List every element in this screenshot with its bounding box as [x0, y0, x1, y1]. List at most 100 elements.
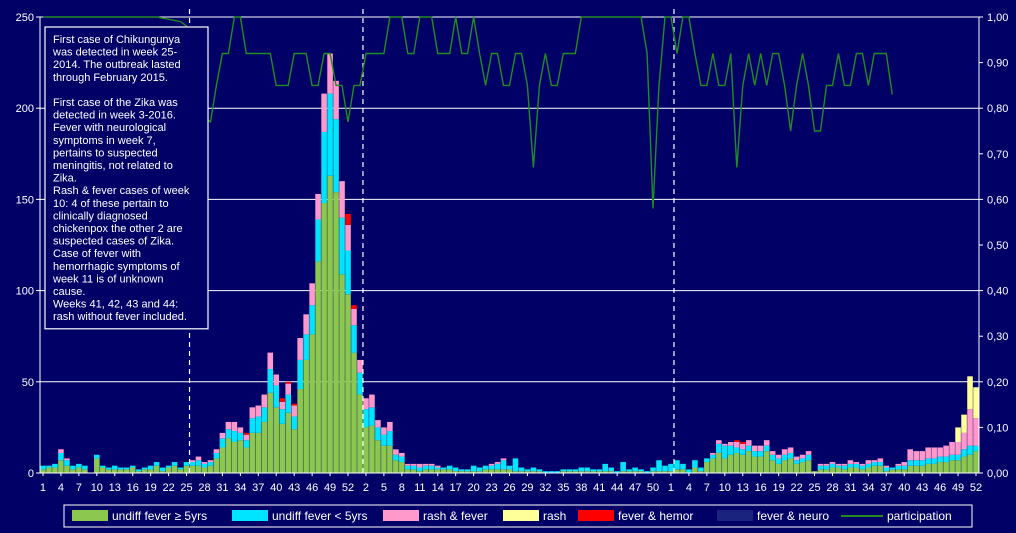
bar-segment-undiff_fever_ge5 — [46, 467, 52, 473]
bar-segment-undiff_fever_lt5 — [399, 456, 405, 463]
x-tick-label: 34 — [862, 482, 874, 494]
bar-segment-undiff_fever_lt5 — [919, 460, 925, 466]
bar-segment-rash_fever — [207, 460, 214, 463]
bar-segment-rash_fever — [853, 462, 860, 464]
x-tick-label: 49 — [952, 482, 964, 494]
bar-segment-rash_fever — [327, 53, 333, 94]
bar-segment-rash — [967, 376, 973, 410]
x-tick-label: 7 — [76, 482, 82, 494]
bar-segment-rash_fever — [799, 454, 806, 459]
bar-segment-undiff_fever_ge5 — [602, 471, 608, 473]
x-tick-label: 31 — [216, 482, 228, 494]
bar-segment-undiff_fever_lt5 — [207, 462, 214, 466]
bar-segment-undiff_fever_ge5 — [147, 469, 154, 473]
legend-swatch-rash_fever — [383, 510, 419, 521]
bar-segment-undiff_fever_lt5 — [751, 451, 758, 457]
bar-segment-undiff_fever_lt5 — [52, 463, 58, 468]
bar-segment-rash_fever — [363, 398, 369, 410]
bar-segment-undiff_fever_ge5 — [100, 467, 106, 473]
bar-segment-undiff_fever_ge5 — [907, 465, 914, 473]
bar-segment-undiff_fever_ge5 — [416, 471, 423, 473]
bar-segment-rash_fever — [225, 421, 232, 430]
bar-segment-undiff_fever_lt5 — [159, 467, 166, 472]
bar-segment-undiff_fever_lt5 — [363, 409, 369, 428]
bar-segment-undiff_fever_lt5 — [357, 372, 363, 395]
bar-segment-undiff_fever_ge5 — [728, 454, 734, 473]
bar-segment-rash_fever — [871, 460, 878, 463]
x-tick-label: 17 — [450, 482, 462, 494]
bar-segment-undiff_fever_ge5 — [321, 203, 327, 473]
bar-segment-fever_hemor — [351, 305, 357, 309]
bar-segment-rash_fever — [393, 449, 399, 455]
bar-segment-undiff_fever_lt5 — [339, 217, 345, 275]
bar-segment-rash_fever — [901, 462, 908, 466]
x-tick-label: 34 — [234, 482, 246, 494]
annotation-line: rash without fever included. — [53, 311, 187, 323]
bar-segment-undiff_fever_ge5 — [757, 456, 764, 473]
bar-segment-undiff_fever_ge5 — [369, 425, 375, 473]
bar-segment-undiff_fever_ge5 — [751, 456, 758, 473]
bar-segment-undiff_fever_lt5 — [949, 454, 955, 461]
bar-segment-rash_fever — [739, 443, 746, 450]
x-tick-label: 1 — [40, 482, 46, 494]
bar-segment-undiff_fever_lt5 — [446, 465, 453, 470]
bar-segment-undiff_fever_lt5 — [297, 359, 303, 390]
bar-segment-undiff_fever_lt5 — [668, 463, 674, 472]
bar-segment-rash_fever — [213, 449, 220, 453]
bar-segment-undiff_fever_lt5 — [578, 467, 585, 472]
bar-segment-undiff_fever_lt5 — [303, 334, 309, 360]
bar-segment-undiff_fever_lt5 — [883, 467, 890, 472]
bar-segment-undiff_fever_lt5 — [273, 385, 280, 408]
bar-segment-undiff_fever_lt5 — [105, 467, 112, 470]
bar-segment-undiff_fever_lt5 — [943, 456, 949, 463]
bar-segment-undiff_fever_lt5 — [841, 465, 848, 470]
bar-segment-undiff_fever_ge5 — [769, 460, 776, 473]
bar-segment-undiff_fever_lt5 — [255, 416, 262, 433]
bar-segment-rash_fever — [201, 462, 208, 464]
bar-segment-undiff_fever_lt5 — [769, 454, 776, 461]
bar-segment-undiff_fever_ge5 — [763, 451, 770, 473]
bar-segment-undiff_fever_ge5 — [141, 469, 148, 473]
bar-segment-undiff_fever_lt5 — [416, 467, 423, 472]
bar-segment-undiff_fever_ge5 — [309, 334, 315, 473]
annotation-line: cause. — [53, 286, 85, 298]
bar-segment-undiff_fever_lt5 — [147, 465, 154, 470]
bar-segment-rash_fever — [716, 440, 722, 444]
bar-segment-undiff_fever_lt5 — [805, 454, 812, 461]
bar-segment-rash_fever — [805, 451, 812, 455]
bar-segment-undiff_fever_ge5 — [530, 471, 537, 473]
bar-segment-undiff_fever_ge5 — [291, 429, 297, 473]
bar-segment-undiff_fever_ge5 — [237, 440, 244, 473]
bar-segment-undiff_fever_lt5 — [123, 467, 130, 470]
x-tick-label: 40 — [898, 482, 910, 494]
legend-swatch-rash — [503, 510, 539, 521]
bar-segment-rash_fever — [195, 456, 202, 461]
x-tick-label: 49 — [324, 482, 336, 494]
bar-segment-undiff_fever_ge5 — [584, 471, 591, 473]
annotation-line: 10: 4 of these pertain to — [53, 198, 169, 210]
bar-segment-undiff_fever_ge5 — [650, 471, 656, 473]
bar-segment-rash_fever — [500, 458, 507, 461]
bar-segment-undiff_fever_lt5 — [219, 438, 226, 448]
bar-segment-undiff_fever_ge5 — [937, 462, 943, 473]
bar-segment-rash_fever — [291, 405, 297, 417]
bar-segment-undiff_fever_ge5 — [775, 463, 782, 473]
bar-segment-undiff_fever_ge5 — [955, 460, 961, 473]
bar-segment-undiff_fever_ge5 — [578, 471, 585, 473]
legend-label-participation: participation — [887, 509, 952, 523]
bar-segment-rash_fever — [428, 463, 435, 466]
y-right-tick-label: 0,90 — [987, 58, 1008, 70]
legend-swatch-undiff_fever_ge5 — [72, 510, 108, 521]
bar-segment-undiff_fever_ge5 — [363, 427, 369, 473]
bar-segment-undiff_fever_lt5 — [231, 431, 238, 442]
bar-segment-undiff_fever_ge5 — [243, 447, 250, 473]
bar-segment-undiff_fever_lt5 — [572, 469, 579, 472]
bar-segment-undiff_fever_lt5 — [937, 456, 943, 463]
x-tick-label: 52 — [342, 482, 354, 494]
bar-segment-rash_fever — [267, 352, 274, 370]
bar-segment-rash_fever — [249, 407, 256, 419]
bar-segment-undiff_fever_lt5 — [165, 465, 172, 468]
bar-segment-undiff_fever_lt5 — [482, 465, 489, 470]
bar-segment-undiff_fever_ge5 — [704, 462, 710, 473]
